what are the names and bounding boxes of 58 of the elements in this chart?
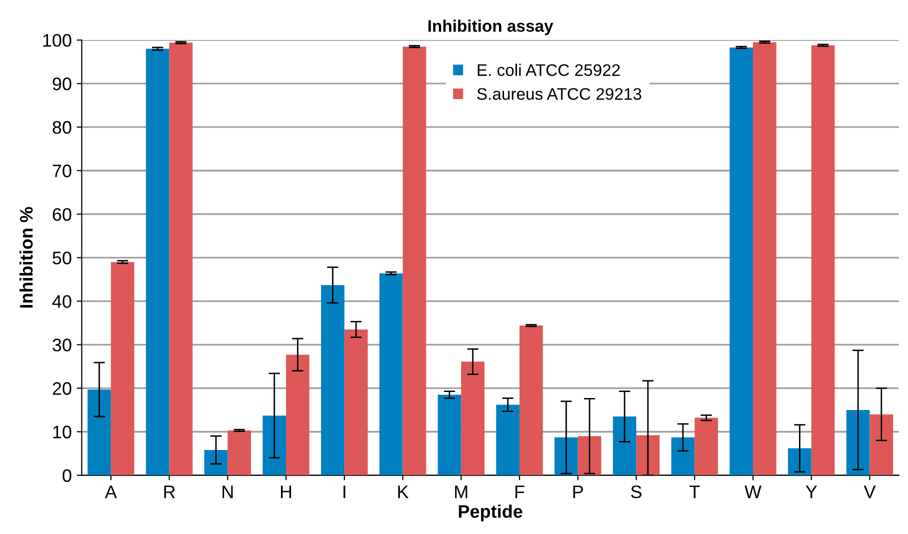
bar xyxy=(438,394,462,476)
bar xyxy=(146,48,170,476)
x-tick-label: N xyxy=(222,486,233,498)
y-tick-label: 20 xyxy=(52,382,72,395)
bar xyxy=(811,45,835,476)
y-tick-label: 50 xyxy=(52,252,72,264)
x-tick-label: R xyxy=(164,486,175,498)
x-tick-label: Y xyxy=(806,486,817,498)
bar xyxy=(204,450,228,476)
bar xyxy=(636,435,660,476)
bar xyxy=(496,404,520,476)
x-tick-label: K xyxy=(398,486,409,498)
bar xyxy=(578,436,602,476)
y-tick-label: 40 xyxy=(52,295,72,308)
bar xyxy=(520,326,543,476)
bar xyxy=(88,390,111,476)
x-axis-title: Peptide xyxy=(458,504,522,522)
bar xyxy=(554,437,578,476)
bar xyxy=(612,416,636,476)
bar xyxy=(262,416,286,476)
x-tick-label: A xyxy=(104,486,117,498)
legend-label: E. coli ATCC 25922 xyxy=(478,64,620,76)
x-tick-label: H xyxy=(280,486,292,498)
bar xyxy=(730,47,753,476)
bar xyxy=(402,46,426,476)
bar xyxy=(461,362,484,476)
y-tick-label: 30 xyxy=(52,338,72,352)
y-tick-label: 10 xyxy=(53,426,72,438)
bar xyxy=(694,418,718,476)
x-tick-label: T xyxy=(690,486,700,498)
x-tick-label: S xyxy=(631,485,642,498)
x-tick-label: P xyxy=(573,486,583,498)
y-tick-label: 90 xyxy=(52,78,72,90)
x-tick-label: V xyxy=(864,486,876,498)
x-tick-label: F xyxy=(515,486,524,498)
x-tick-label: W xyxy=(744,486,762,498)
y-tick-label: 0 xyxy=(62,469,72,482)
bar xyxy=(344,329,368,476)
bar xyxy=(752,42,776,476)
bar xyxy=(379,273,403,476)
y-tick-label: 80 xyxy=(52,121,72,134)
y-tick-label: 100 xyxy=(43,34,72,47)
bar xyxy=(286,354,310,476)
y-tick-label: 60 xyxy=(52,208,72,221)
bar xyxy=(788,448,812,476)
bar xyxy=(321,285,344,476)
y-axis-title: Inhibition % xyxy=(19,206,33,308)
x-tick-label: M xyxy=(455,486,468,498)
bar xyxy=(228,430,251,476)
bar xyxy=(846,410,870,476)
x-tick-label: I xyxy=(344,486,346,498)
chart-title: Inhibition assay xyxy=(428,20,554,36)
bar xyxy=(870,414,894,476)
legend-label: S.aureus ATCC 29213 xyxy=(477,88,642,100)
bar xyxy=(169,42,193,476)
bar xyxy=(110,262,134,476)
bar xyxy=(671,437,695,476)
y-tick-label: 70 xyxy=(52,164,72,178)
